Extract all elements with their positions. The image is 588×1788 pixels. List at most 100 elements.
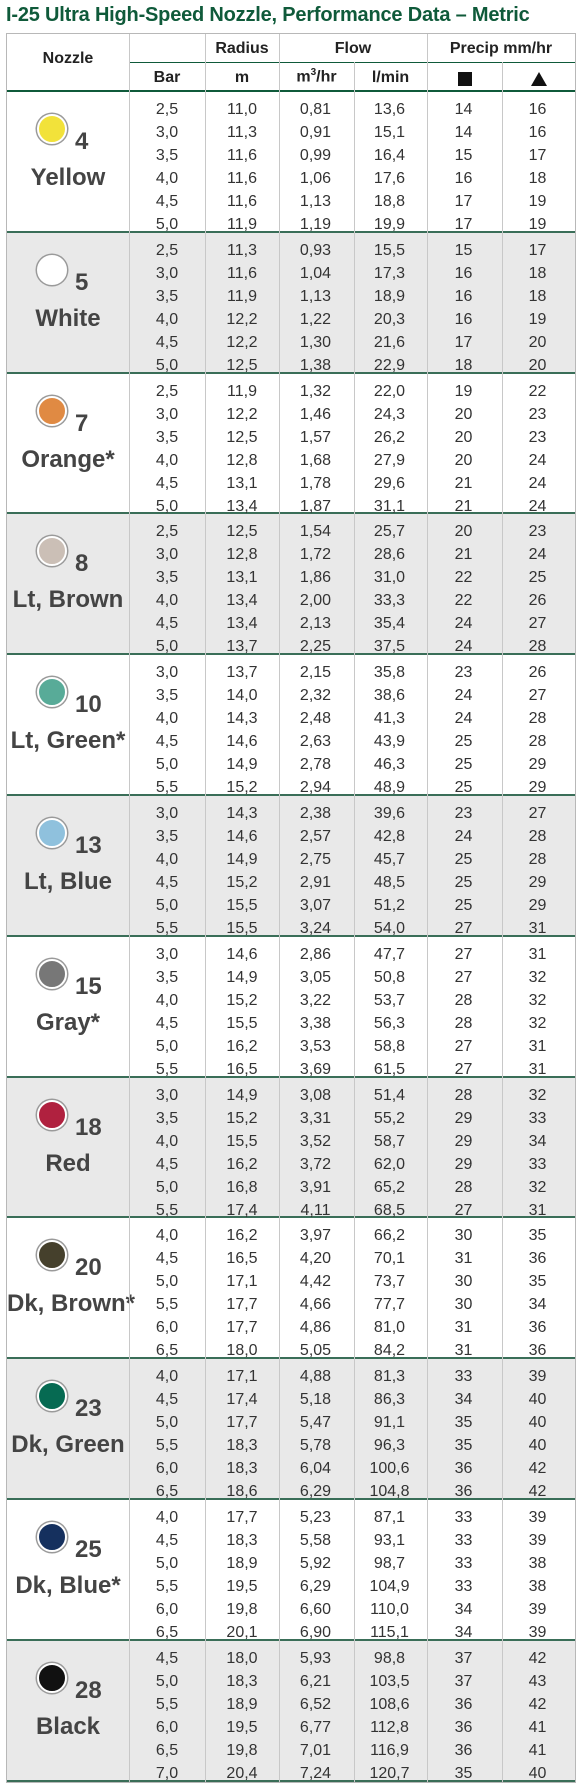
cell-radius: 17,7: [226, 1319, 258, 1337]
cell-flow-lmin: 48,9: [373, 779, 406, 797]
cell-bar: 4,0: [155, 991, 179, 1009]
cell-radius: 18,3: [226, 1532, 258, 1549]
cell-bar: 5,0: [155, 1672, 179, 1690]
cell-radius: 18,0: [226, 1649, 258, 1667]
cell-precip-triangle: 31: [528, 1037, 547, 1055]
cell-flow-m3hr: 3,72: [299, 1155, 332, 1173]
cell-precip-square: 25: [454, 897, 473, 914]
cell-precip-triangle: 27: [528, 805, 547, 822]
nozzle-color-icon: [37, 958, 67, 989]
grid-line: [279, 34, 280, 1782]
cell-radius: 15,5: [226, 897, 258, 914]
cell-flow-m3hr: 1,54: [299, 523, 332, 541]
cell-precip-square: 20: [454, 523, 473, 541]
cell-flow-m3hr: 6,21: [299, 1672, 332, 1690]
cell-flow-m3hr: 1,06: [299, 170, 332, 187]
cell-precip-square: 16: [454, 287, 473, 305]
cell-flow-lmin: 26,2: [373, 428, 406, 446]
cell-radius: 11,9: [227, 382, 257, 400]
cell-precip-square: 27: [454, 968, 473, 986]
cell-radius: 18,3: [226, 1460, 258, 1478]
nozzle-cell: 20 Dk, Brown*: [7, 1218, 135, 1357]
cell-flow-lmin: 42,8: [373, 828, 406, 845]
nozzle-color-name: Dk, Green: [11, 1431, 125, 1459]
nozzle-color-icon: [37, 1240, 67, 1271]
cell-flow-m3hr: 2,57: [299, 828, 332, 845]
cell-flow-lmin: 41,3: [373, 710, 406, 728]
cell-precip-triangle: 40: [528, 1764, 547, 1782]
cell-precip-square: 35: [454, 1414, 473, 1432]
cell-precip-square: 20: [454, 451, 473, 469]
cell-precip-square: 14: [454, 124, 473, 141]
cell-bar: 5,0: [155, 216, 179, 233]
cell-flow-lmin: 116,9: [370, 1741, 409, 1759]
cell-precip-square: 28: [454, 1014, 473, 1032]
nozzle-cell: 28 Black: [7, 1641, 129, 1780]
cell-flow-lmin: 46,3: [373, 756, 406, 774]
cell-precip-triangle: 29: [528, 897, 547, 914]
cell-flow-m3hr: 6,29: [299, 1483, 332, 1501]
cell-bar: 3,0: [155, 945, 179, 963]
nozzle-number: 25: [75, 1536, 102, 1563]
cell-radius: 12,5: [226, 428, 258, 446]
cell-flow-m3hr: 4,88: [299, 1368, 332, 1386]
nozzle-color-name: Lt, Brown: [12, 586, 124, 614]
cell-bar: 2,5: [155, 382, 179, 400]
cell-bar: 3,5: [155, 968, 179, 986]
cell-radius: 13,4: [226, 497, 258, 515]
cell-radius: 12,2: [226, 310, 258, 328]
cell-precip-square: 28: [454, 991, 473, 1009]
cell-precip-square: 21: [454, 546, 473, 564]
cell-flow-m3hr: 1,68: [299, 451, 332, 469]
cell-bar: 4,5: [155, 474, 179, 492]
cell-flow-m3hr: 3,08: [299, 1086, 332, 1104]
cell-precip-square: 36: [454, 1718, 473, 1736]
cell-radius: 12,8: [226, 546, 258, 564]
cell-bar: 4,5: [155, 615, 179, 633]
cell-flow-m3hr: 5,05: [299, 1342, 332, 1360]
cell-radius: 18,0: [226, 1342, 258, 1360]
cell-bar: 4,0: [155, 1132, 179, 1150]
cell-bar: 3,5: [155, 687, 179, 705]
cell-bar: 6,5: [155, 1483, 179, 1501]
cell-radius: 12,2: [226, 405, 258, 423]
cell-precip-square: 29: [454, 1155, 473, 1173]
cell-radius: 13,7: [226, 638, 258, 656]
cell-precip-square: 36: [454, 1741, 473, 1759]
cell-precip-triangle: 39: [528, 1509, 547, 1526]
cell-precip-square: 24: [454, 828, 473, 845]
cell-flow-m3hr: 3,05: [299, 968, 332, 986]
cell-bar: 3,0: [155, 405, 179, 423]
cell-precip-triangle: 43: [528, 1672, 547, 1690]
header-radius: Radius: [215, 40, 269, 57]
cell-precip-triangle: 31: [528, 1201, 547, 1219]
cell-bar: 4,0: [155, 170, 179, 187]
nozzle-color-icon: [37, 114, 67, 144]
cell-flow-m3hr: 6,29: [299, 1578, 332, 1595]
cell-flow-m3hr: 3,31: [299, 1109, 332, 1127]
cell-bar: 5,0: [155, 1414, 179, 1432]
cell-flow-lmin: 120,7: [369, 1764, 410, 1782]
header-flow: Flow: [334, 40, 372, 57]
cell-radius: 11,6: [227, 170, 257, 187]
cell-flow-m3hr: 3,24: [299, 920, 332, 937]
cell-bar: 4,5: [155, 333, 179, 351]
cell-flow-lmin: 43,9: [373, 733, 406, 751]
cell-radius: 14,6: [226, 945, 258, 963]
cell-precip-triangle: 28: [528, 710, 547, 728]
nozzle-cell: 7 Orange*: [7, 374, 129, 513]
cell-precip-triangle: 36: [528, 1250, 547, 1268]
cell-precip-triangle: 41: [528, 1718, 547, 1736]
cell-flow-m3hr: 2,15: [299, 664, 332, 682]
nozzle-cell: 25 Dk, Blue*: [7, 1500, 129, 1639]
cell-flow-lmin: 17,6: [373, 170, 406, 187]
cell-precip-square: 17: [454, 333, 473, 351]
cell-precip-triangle: 35: [528, 1273, 547, 1291]
cell-precip-triangle: 20: [528, 356, 547, 374]
performance-table: Nozzle Radius Flow Precip mm/hr Bar m m3…: [6, 33, 576, 1783]
cell-flow-m3hr: 2,25: [299, 638, 332, 656]
cell-radius: 20,1: [226, 1624, 258, 1641]
cell-radius: 17,7: [226, 1296, 258, 1314]
cell-radius: 18,3: [226, 1437, 258, 1455]
cell-precip-square: 15: [454, 241, 473, 259]
